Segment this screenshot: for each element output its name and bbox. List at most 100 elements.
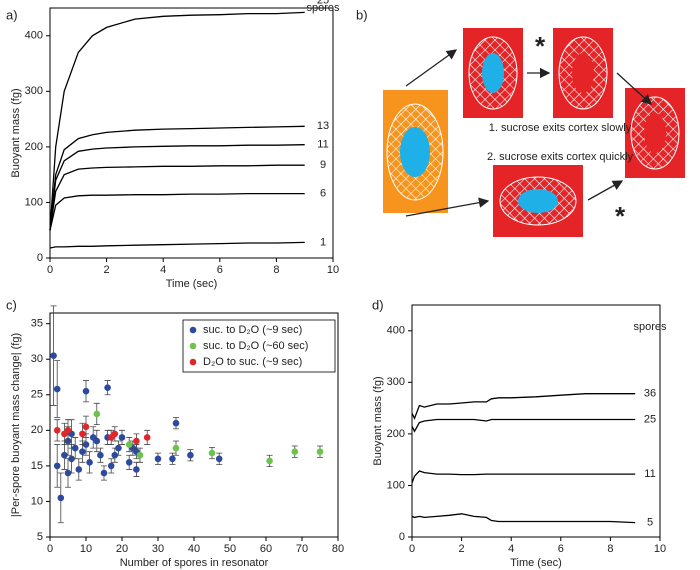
series-label: 13 [317,120,329,132]
arrow [616,72,652,105]
point [104,384,111,391]
y-tick-label: 0 [399,531,405,543]
point [266,457,273,465]
series-label: 36 [644,388,656,400]
series-line [411,513,636,524]
y-tick-label: 30 [31,353,43,365]
diagram: b) * * 1. sucrose exits cortex slowly 2.… [356,7,685,237]
legend-label: suc. to D₂O (~60 sec) [203,340,308,352]
x-tick-label: 20 [116,543,128,555]
point [64,469,72,477]
point [53,462,61,470]
point [136,451,144,459]
series-label: 5 [647,516,653,528]
point [53,427,61,434]
point [111,430,119,438]
series-line [49,164,305,231]
x-tick-label: 8 [273,264,279,276]
series-label: 25 [317,0,329,6]
point [61,451,68,459]
core [572,53,594,93]
panel-label: b) [356,7,368,22]
y-axis-title: Buoyant mass (fg) [10,88,22,177]
legend-marker [189,326,197,334]
legend-marker [189,342,197,350]
asterisk: * [535,31,546,61]
point [57,494,65,502]
y-tick-label: 100 [25,196,43,208]
series-label: 9 [320,159,326,171]
core [644,113,666,153]
y-tick-label: 35 [31,318,43,330]
point [97,451,104,459]
point [115,444,122,452]
point [154,455,162,463]
series-line [49,125,305,231]
panel-label: a) [6,7,18,22]
point [79,448,86,455]
point [64,427,72,434]
x-tick-label: 40 [188,543,200,555]
y-tick-label: 300 [387,376,405,388]
arrow [405,197,490,217]
x-tick-label: 10 [654,543,666,555]
series-line [49,144,305,231]
series-label: 11 [644,468,655,480]
point [79,430,86,438]
point [118,434,126,441]
x-tick-label: 70 [296,543,308,555]
point [143,434,151,441]
y-tick-label: 200 [387,428,405,440]
point [125,441,133,448]
legend-label: suc. to D₂O (~9 sec) [203,324,302,336]
y-tick-label: 10 [31,495,43,507]
point [71,444,79,452]
point [172,444,180,452]
point [68,455,75,463]
asterisk: * [615,201,626,231]
arrow [587,180,624,201]
x-tick-label: 10 [80,543,92,555]
series-line [411,418,636,433]
x-tick-label: 50 [224,543,236,555]
y-tick-label: 5 [37,531,43,543]
point [133,466,140,473]
y-tick-label: 400 [25,30,43,42]
step-text: 2. sucrose exits cortex quickly [487,151,634,163]
y-tick-label: 0 [37,252,43,264]
point [100,469,108,477]
series-line [49,241,305,249]
y-tick-label: 400 [387,325,405,337]
core [518,189,558,213]
core [482,53,504,93]
point [125,459,133,466]
y-axis-title: |Per-spore buoyant mass change| (fg) [10,333,22,517]
series-header: spores [306,2,340,14]
legend-label: D₂O to suc. (~9 sec) [203,356,302,368]
series-label: 25 [644,413,656,425]
point [172,419,180,427]
x-tick-label: 2 [104,264,110,276]
point [111,451,119,459]
x-tick-label: 4 [508,543,514,555]
x-axis-title: Time (sec) [166,278,218,290]
x-tick-label: 0 [47,264,53,276]
plot-frame [49,7,334,259]
series-line [49,192,305,231]
point [75,466,83,473]
x-tick-label: 10 [327,264,339,276]
point [82,423,90,431]
series-label: 1 [320,236,326,248]
series-line [49,11,305,231]
series-label: 11 [317,139,328,151]
point [133,437,140,445]
plot-frame [411,304,661,538]
point [169,455,176,463]
series-line [411,393,636,421]
point [208,449,216,457]
y-axis-title: Buoyant mass (fg) [372,376,384,465]
panel-label: c) [6,297,17,312]
point [316,448,324,455]
series-header: spores [633,321,667,333]
